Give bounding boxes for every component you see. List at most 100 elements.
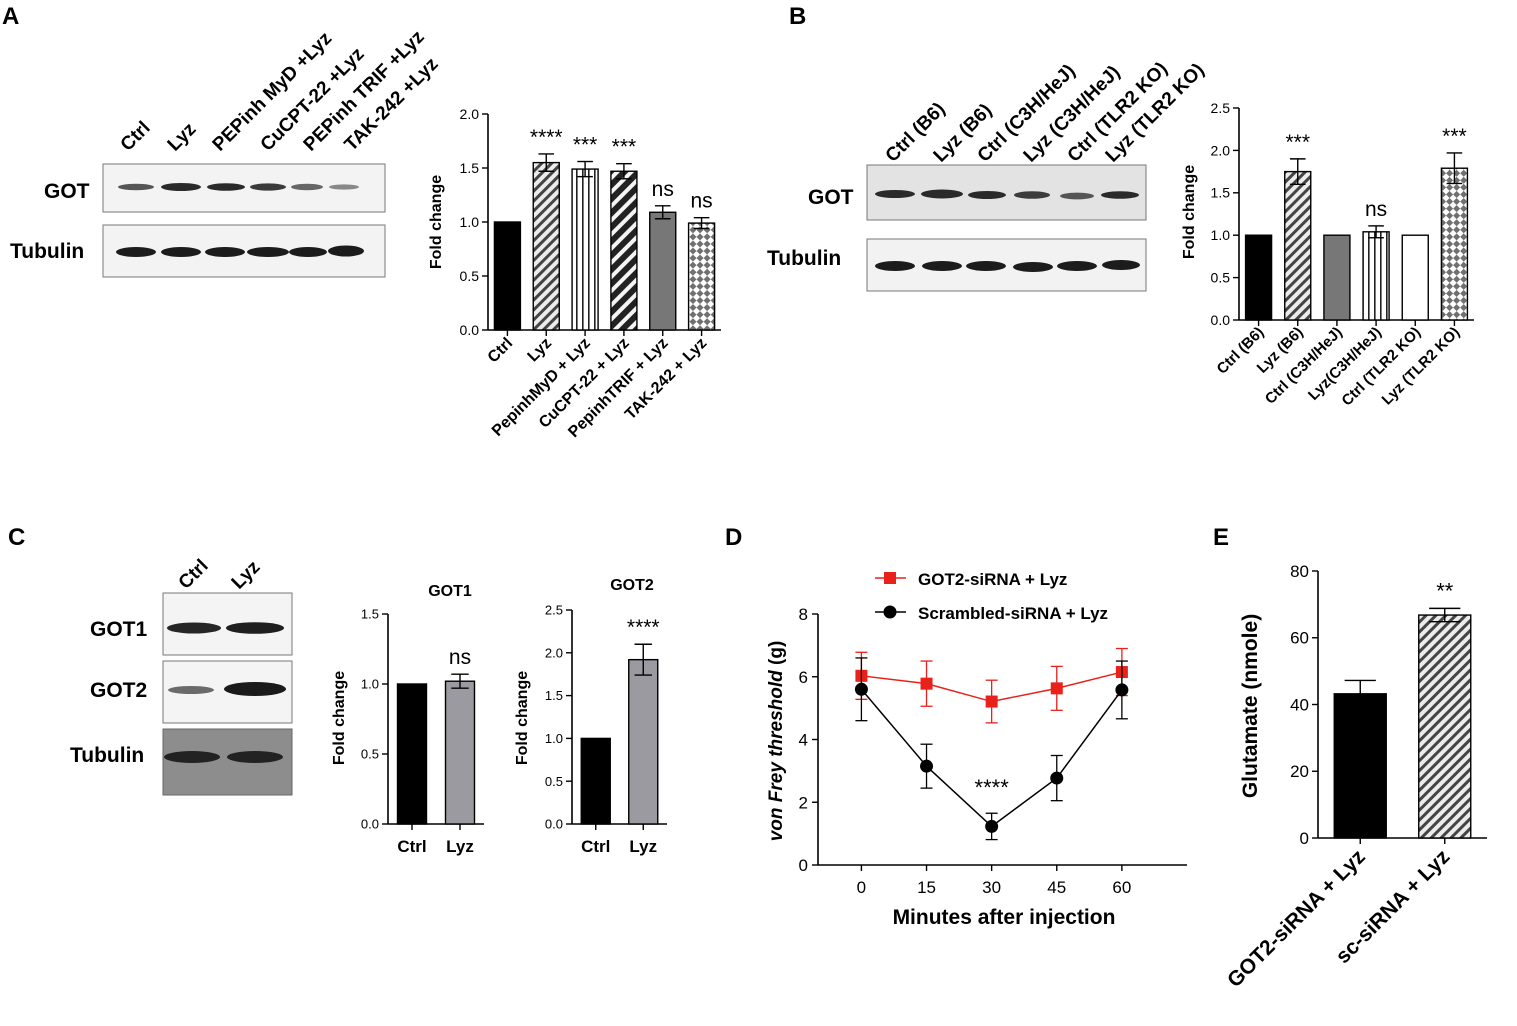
bar <box>1401 234 1429 321</box>
x-tick-label: 30 <box>982 878 1001 897</box>
blot-a-lane-label: Lyz <box>164 119 201 156</box>
data-point-circle <box>854 682 868 696</box>
blot-a-row-label: GOT <box>44 180 90 203</box>
bar <box>1244 234 1273 321</box>
band <box>116 247 156 257</box>
category-label: Lyz <box>629 837 657 856</box>
blot-b-lane-labels: Ctrl (B6) Lyz (B6) Ctrl (C3H/HeJ) Lyz (C… <box>882 58 1209 166</box>
data-point-circle <box>1115 683 1129 697</box>
bar <box>1284 170 1312 321</box>
chart-c1-categories: Ctrl Lyz <box>397 837 474 856</box>
band <box>289 247 327 257</box>
y-tick-label: 0.0 <box>1211 312 1231 328</box>
y-tick-label: 2.5 <box>1211 100 1231 116</box>
bar <box>649 211 677 331</box>
chart-b-categories: Ctrl (B6)Lyz (B6)Ctrl (C3H/HeJ)Lyz(C3H/H… <box>1214 324 1464 410</box>
y-tick-label: 1.0 <box>1211 227 1231 243</box>
chart-c2-ylabel: Fold change <box>514 671 531 765</box>
significance-label: **** <box>975 775 1010 800</box>
chart-a-yticks: 0.0 0.5 1.0 1.5 2.0 <box>460 106 721 338</box>
blot-b-got-bands <box>875 189 1139 200</box>
band <box>328 245 364 257</box>
significance-label: ns <box>449 646 471 669</box>
band <box>161 247 201 257</box>
significance-label: **** <box>530 126 563 149</box>
panel-label-b: B <box>789 3 806 30</box>
band <box>921 189 963 199</box>
blot-a-lane-labels: Ctrl Lyz PEPinh MyD +Lyz CuCPT-22 +Lyz P… <box>117 27 443 156</box>
band <box>205 247 245 257</box>
chart-d-ylabel-unit: (g) <box>766 641 787 665</box>
band <box>1057 261 1097 271</box>
significance-label: *** <box>573 134 598 157</box>
y-tick-label: 0.5 <box>545 774 563 789</box>
y-tick-label: 1.5 <box>1211 185 1231 201</box>
chart-d-ylabel: von Frey threshold (g) <box>766 641 787 842</box>
bar <box>444 680 476 825</box>
y-tick-label: 1.0 <box>460 214 480 230</box>
y-tick-label: 40 <box>1290 695 1309 714</box>
chart-e: Glutamate (nmole) 0 20 40 60 80 ** GOT2-siRN… <box>1223 562 1487 992</box>
blot-a-tubulin-bands <box>116 245 364 257</box>
blot-a-row-label: Tubulin <box>10 240 84 263</box>
band <box>875 261 915 271</box>
band <box>1013 262 1053 272</box>
chart-c1-yticks: 0.0 0.5 1.0 1.5 <box>361 607 484 832</box>
band <box>922 261 962 271</box>
legend-label: Scrambled-siRNA + Lyz <box>918 604 1108 623</box>
band <box>168 686 214 694</box>
data-point-circle <box>920 759 934 773</box>
band <box>118 183 154 191</box>
chart-c2-title: GOT2 <box>610 577 654 594</box>
bar <box>687 222 716 331</box>
category-label: Ctrl <box>397 837 426 856</box>
chart-c2-categories: Ctrl Lyz <box>581 837 657 856</box>
data-point-square <box>1050 682 1063 695</box>
significance-label: *** <box>612 136 637 159</box>
bar <box>580 737 611 825</box>
panel-label-d: D <box>725 524 742 551</box>
data-point-square <box>920 677 933 690</box>
y-tick-label: 0 <box>1300 829 1309 848</box>
blot-c-row-label: GOT2 <box>90 679 147 702</box>
bar <box>571 168 599 331</box>
significance-label: *** <box>1285 131 1310 154</box>
blot-b-row-label: Tubulin <box>767 247 841 270</box>
y-tick-label: 0.5 <box>361 747 379 762</box>
blot-a-lane-label: Ctrl <box>117 118 155 156</box>
significance-label: ns <box>652 178 674 201</box>
bar <box>628 658 659 825</box>
band <box>1014 191 1050 199</box>
blot-c-row-label: GOT1 <box>90 618 147 641</box>
significance-label: ** <box>1436 578 1454 603</box>
bar <box>1418 614 1472 839</box>
y-tick-label: 1.5 <box>460 160 480 176</box>
y-tick-label: 2.0 <box>545 645 563 660</box>
y-tick-label: 1.0 <box>361 677 379 692</box>
x-tick-label: 60 <box>1112 878 1131 897</box>
blot-a-got-bands <box>118 183 359 191</box>
category-label: Ctrl <box>581 837 610 856</box>
data-point-circle <box>985 819 999 833</box>
chart-c2-yticks: 0.0 0.5 1.0 1.5 2.0 2.5 <box>545 603 667 832</box>
significance-label: ns <box>690 190 712 213</box>
band <box>247 247 289 257</box>
category-label: Lyz <box>525 335 555 365</box>
panel-label-a: A <box>2 3 19 30</box>
band <box>167 622 221 634</box>
y-tick-label: 8 <box>799 605 808 624</box>
band <box>875 190 915 198</box>
band <box>207 183 245 191</box>
bar <box>396 683 428 825</box>
y-tick-label: 0.5 <box>1211 270 1231 286</box>
chart-c1-ylabel: Fold change <box>331 671 348 765</box>
chart-d-series: **** <box>854 647 1129 841</box>
panel-label-e: E <box>1213 524 1229 551</box>
chart-a: Fold change 0.00.51.01.52.0 **** *** ***ns… <box>428 106 721 441</box>
band <box>1060 192 1094 200</box>
data-point-circle <box>1050 771 1064 785</box>
y-tick-label: 0.0 <box>361 817 379 832</box>
panel-label-c: C <box>8 524 25 551</box>
